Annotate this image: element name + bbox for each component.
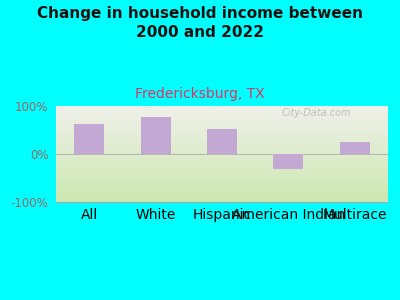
Bar: [340, 142, 370, 154]
Text: City-Data.com: City-Data.com: [282, 108, 351, 118]
Bar: [207, 129, 237, 154]
Bar: [274, 154, 303, 169]
Text: Change in household income between
2000 and 2022: Change in household income between 2000 …: [37, 6, 363, 40]
Text: Fredericksburg, TX: Fredericksburg, TX: [135, 87, 265, 101]
Bar: [141, 117, 170, 154]
Bar: [74, 124, 104, 154]
